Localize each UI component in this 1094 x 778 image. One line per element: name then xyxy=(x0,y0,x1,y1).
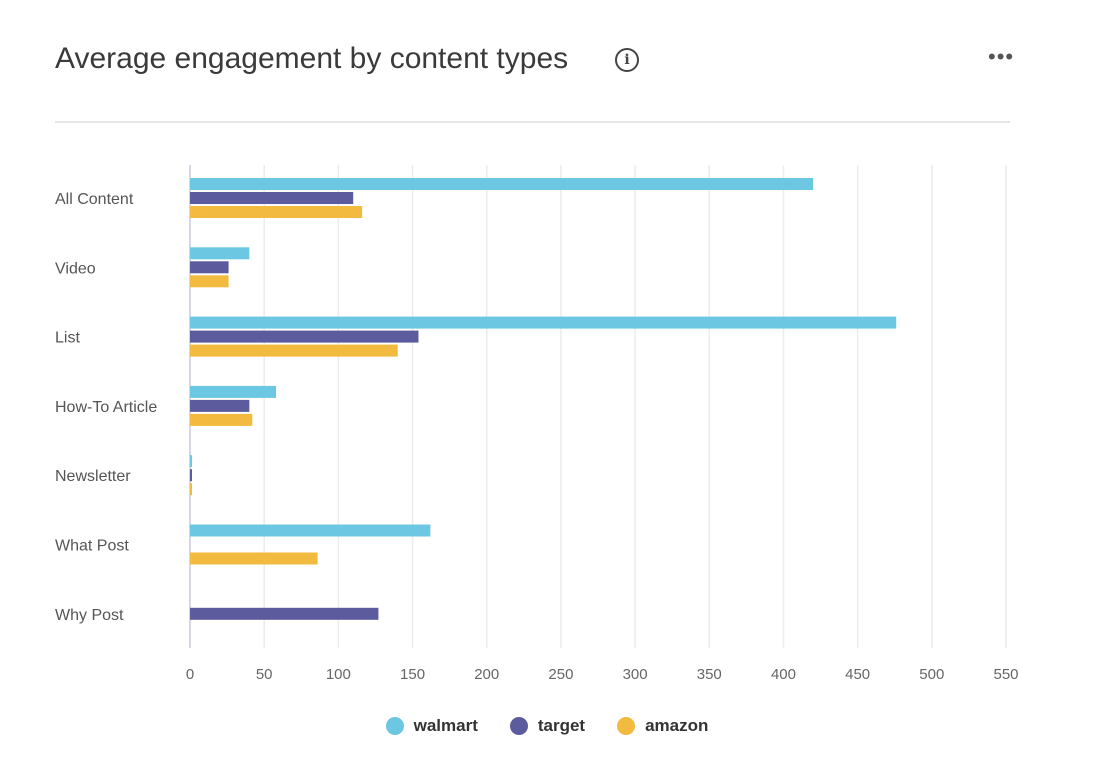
x-tick-label: 450 xyxy=(845,666,870,683)
bar-walmart xyxy=(190,455,192,468)
legend-dot-icon xyxy=(617,717,636,735)
bar-walmart xyxy=(190,316,897,329)
x-tick-label: 200 xyxy=(474,666,499,683)
x-tick-label: 350 xyxy=(697,666,722,683)
category-label: How-To Article xyxy=(55,399,157,416)
bar-amazon xyxy=(190,552,318,565)
bar-target xyxy=(190,330,419,343)
x-tick-label: 300 xyxy=(623,666,648,683)
x-tick-label: 400 xyxy=(771,666,796,683)
x-tick-label: 250 xyxy=(548,666,573,683)
bar-walmart xyxy=(190,178,814,190)
info-icon[interactable]: i xyxy=(615,48,639,72)
legend-label: amazon xyxy=(645,716,709,735)
bar-amazon xyxy=(190,344,398,357)
bar-target xyxy=(190,192,354,204)
legend-label: target xyxy=(537,716,586,735)
bar-walmart xyxy=(190,247,250,260)
bar-amazon xyxy=(190,206,363,218)
divider xyxy=(55,121,1010,123)
bar-amazon xyxy=(190,483,192,496)
chart-title: Average engagement by content types xyxy=(55,42,569,75)
more-options-icon[interactable]: ••• xyxy=(988,44,1015,69)
bar-walmart xyxy=(190,385,277,398)
legend-label: walmart xyxy=(413,716,478,735)
legend-item-walmart[interactable]: walmart xyxy=(385,716,478,736)
legend-item-target[interactable]: target xyxy=(509,716,586,736)
legend: walmart target amazon xyxy=(0,716,1094,736)
category-label: List xyxy=(55,330,80,347)
category-label: Why Post xyxy=(55,607,124,624)
bar-target xyxy=(190,261,229,274)
legend-dot-icon xyxy=(385,717,404,735)
x-tick-label: 150 xyxy=(400,666,425,683)
legend-item-amazon[interactable]: amazon xyxy=(617,716,708,736)
bar-target xyxy=(190,607,379,620)
bar-target xyxy=(190,469,192,482)
x-tick-label: 50 xyxy=(256,666,273,683)
category-label: Video xyxy=(55,260,96,277)
category-label: Newsletter xyxy=(55,468,131,485)
category-label: What Post xyxy=(55,538,129,555)
bar-walmart xyxy=(190,524,431,537)
x-tick-label: 550 xyxy=(993,666,1018,683)
bar-amazon xyxy=(190,413,253,426)
legend-dot-icon xyxy=(509,717,528,735)
x-tick-label: 500 xyxy=(919,666,944,683)
x-tick-label: 100 xyxy=(326,666,351,683)
x-tick-label: 0 xyxy=(186,666,194,683)
bar-amazon xyxy=(190,275,229,288)
category-label: All Content xyxy=(55,191,134,208)
bar-target xyxy=(190,399,250,412)
